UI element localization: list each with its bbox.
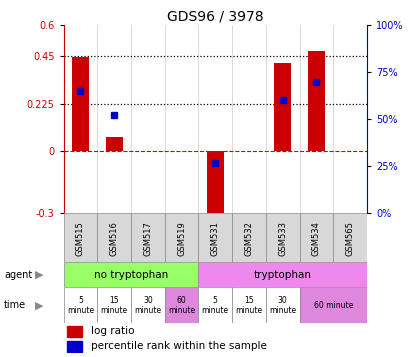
Text: GSM565: GSM565	[345, 221, 354, 256]
Bar	[130, 213, 164, 262]
Bar	[265, 287, 299, 323]
Text: GSM517: GSM517	[143, 221, 152, 256]
Text: 5
minute: 5 minute	[201, 296, 228, 315]
Bar	[72, 57, 89, 151]
Bar	[307, 51, 324, 151]
Text: 15
minute: 15 minute	[100, 296, 127, 315]
Text: log ratio: log ratio	[91, 326, 134, 336]
Text: ▶: ▶	[35, 270, 43, 280]
Bar	[63, 262, 198, 287]
Bar	[274, 63, 290, 151]
Bar	[66, 326, 81, 337]
Text: GSM516: GSM516	[109, 221, 118, 256]
Text: time: time	[4, 300, 26, 310]
Text: ▶: ▶	[35, 300, 43, 310]
Bar	[106, 137, 122, 151]
Bar	[63, 287, 97, 323]
Bar	[198, 287, 231, 323]
Text: GSM515: GSM515	[76, 221, 85, 256]
Text: 60 minute: 60 minute	[313, 301, 352, 310]
Text: GSM531: GSM531	[210, 221, 219, 256]
Bar	[333, 213, 366, 262]
Bar	[198, 262, 366, 287]
Bar	[164, 213, 198, 262]
Bar	[198, 213, 231, 262]
Bar	[206, 151, 223, 218]
Text: percentile rank within the sample: percentile rank within the sample	[91, 341, 266, 351]
Text: GSM534: GSM534	[311, 221, 320, 256]
Bar	[63, 213, 97, 262]
Text: 15
minute: 15 minute	[235, 296, 262, 315]
Text: no tryptophan: no tryptophan	[94, 270, 168, 280]
Bar	[97, 287, 130, 323]
Title: GDS96 / 3978: GDS96 / 3978	[166, 10, 263, 24]
Text: 60
minute: 60 minute	[168, 296, 195, 315]
Bar	[231, 287, 265, 323]
Bar	[299, 287, 366, 323]
Text: tryptophan: tryptophan	[253, 270, 311, 280]
Bar	[265, 213, 299, 262]
Bar	[97, 213, 130, 262]
Bar	[164, 287, 198, 323]
Text: 5
minute: 5 minute	[67, 296, 94, 315]
Text: 30
minute: 30 minute	[134, 296, 161, 315]
Bar	[299, 213, 333, 262]
Bar	[231, 213, 265, 262]
Text: GSM533: GSM533	[277, 221, 286, 256]
Text: agent: agent	[4, 270, 32, 280]
Bar	[66, 341, 81, 352]
Bar	[130, 287, 164, 323]
Text: GSM532: GSM532	[244, 221, 253, 256]
Text: GSM519: GSM519	[177, 221, 186, 256]
Text: 30
minute: 30 minute	[268, 296, 296, 315]
